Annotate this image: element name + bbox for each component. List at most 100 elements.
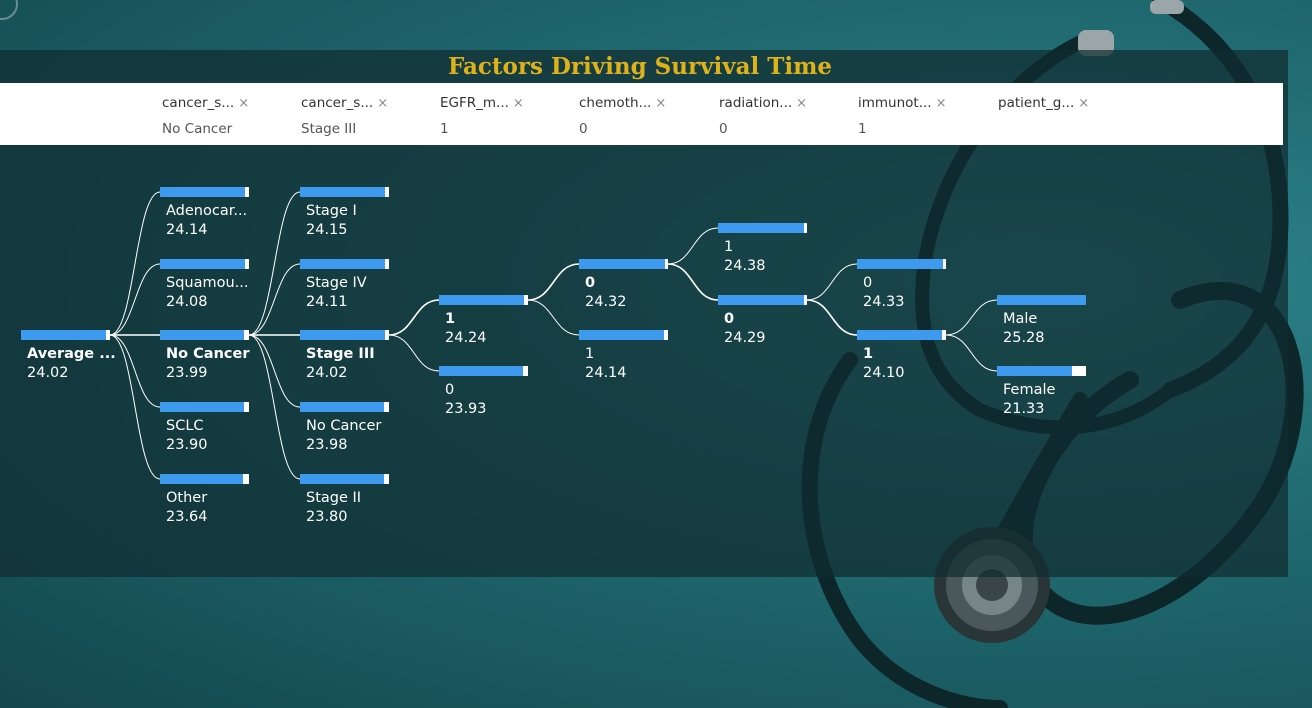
node-value: 24.29 [724, 330, 766, 346]
filter-name: patient_g... [998, 95, 1075, 111]
node-bar-track [997, 295, 1086, 305]
remove-filter-icon[interactable]: × [935, 96, 947, 111]
node-label: Average ... [27, 346, 116, 362]
filter-name: cancer_s... [301, 95, 374, 111]
node-bar-track [718, 295, 807, 305]
filter-crumb: immunot... × 1 [858, 83, 988, 145]
remove-filter-icon[interactable]: × [377, 96, 389, 111]
node-bar-track [300, 187, 389, 197]
node-label: Adenocar... [166, 203, 248, 219]
node-value: 23.99 [166, 365, 208, 381]
node-label: Other [166, 490, 208, 506]
node-value: 24.15 [306, 222, 348, 238]
node-bar [160, 474, 244, 484]
node-bar [857, 259, 943, 269]
tree-node[interactable]: 1 24.24 [439, 295, 531, 346]
node-bar-track [160, 187, 249, 197]
node-bar-track [300, 259, 389, 269]
tree-node[interactable]: Other 23.64 [160, 474, 252, 525]
tree-link [248, 334, 301, 408]
remove-filter-icon[interactable]: × [655, 96, 667, 111]
decomposition-filter-bar: cancer_s... × No Cancer cancer_s... × Stag… [0, 83, 1283, 145]
node-bar [579, 330, 664, 340]
node-value: 24.14 [166, 222, 208, 238]
node-bar [579, 259, 665, 269]
node-label: 1 [445, 311, 456, 327]
node-label: 0 [585, 275, 596, 291]
tree-node[interactable]: Stage I 24.15 [300, 187, 392, 238]
node-bar-track [579, 259, 668, 269]
node-bar-track [300, 330, 389, 340]
filter-crumb: radiation... × 0 [719, 83, 849, 145]
node-bar [439, 366, 524, 376]
node-bar-track [439, 366, 528, 376]
node-value: 24.38 [724, 258, 766, 274]
node-value: 24.24 [445, 330, 487, 346]
node-label: Stage II [306, 490, 362, 506]
node-bar-track [160, 259, 249, 269]
node-bar [300, 330, 385, 340]
node-value: 23.80 [306, 509, 348, 525]
tree-node[interactable]: No Cancer 23.98 [300, 402, 392, 453]
filter-crumb: EGFR_m... × 1 [440, 83, 570, 145]
tree-node[interactable]: 1 24.10 [857, 330, 949, 381]
node-label: Stage I [306, 203, 357, 219]
tree-node[interactable]: SCLC 23.90 [160, 402, 252, 453]
node-label: SCLC [166, 418, 204, 434]
tree-link [667, 263, 719, 301]
node-label: 1 [585, 346, 595, 362]
node-bar [21, 330, 106, 340]
remove-filter-icon[interactable]: × [1078, 96, 1090, 111]
filter-value: 0 [719, 121, 728, 137]
filter-value: 0 [579, 121, 588, 137]
filter-value: 1 [858, 121, 867, 137]
node-value: 24.02 [27, 365, 69, 381]
node-label: Stage III [306, 346, 375, 362]
tree-node[interactable]: Stage III 24.02 [300, 330, 392, 381]
tree-node[interactable]: 0 24.32 [579, 259, 671, 310]
tree-node[interactable]: Male 25.28 [997, 295, 1089, 346]
node-bar [300, 187, 386, 197]
node-bar [718, 295, 804, 305]
filter-name: immunot... [858, 95, 932, 111]
node-value: 24.11 [306, 294, 348, 310]
tree-node[interactable]: Stage II 23.80 [300, 474, 392, 525]
filter-crumb: cancer_s... × No Cancer [162, 83, 292, 145]
node-value: 24.33 [863, 294, 905, 310]
node-label: Squamou... [166, 275, 249, 291]
tree-node[interactable]: 0 24.29 [718, 295, 810, 346]
node-bar [300, 259, 385, 269]
tree-link [527, 299, 580, 336]
node-value: 24.08 [166, 294, 208, 310]
tree-link [945, 334, 998, 372]
tree-link [806, 263, 858, 301]
node-bar-track [160, 474, 249, 484]
node-bar [160, 187, 245, 197]
node-bar-track [21, 330, 110, 340]
tree-link [388, 299, 440, 336]
tree-node[interactable]: 1 24.14 [579, 330, 671, 381]
remove-filter-icon[interactable]: × [796, 96, 808, 111]
tree-node[interactable]: Average ... 24.02 [21, 330, 116, 381]
node-label: Male [1003, 311, 1038, 327]
node-label: Female [1003, 382, 1056, 398]
tree-node[interactable]: Stage IV 24.11 [300, 259, 392, 310]
tree-node[interactable]: Female 21.33 [997, 366, 1089, 417]
tree-node[interactable]: 1 24.38 [718, 223, 810, 274]
node-bar [997, 295, 1086, 305]
node-label: No Cancer [166, 346, 250, 362]
filter-value: No Cancer [162, 121, 233, 137]
remove-filter-icon[interactable]: × [512, 96, 524, 111]
tree-node[interactable]: Adenocar... 24.14 [160, 187, 252, 238]
tree-node[interactable]: 0 24.33 [857, 259, 949, 310]
tree-node[interactable]: 0 23.93 [439, 366, 531, 417]
tree-node[interactable]: Squamou... 24.08 [160, 259, 252, 310]
tree-node[interactable]: No Cancer 23.99 [160, 330, 252, 381]
tree-link [109, 334, 161, 408]
node-value: 21.33 [1003, 401, 1045, 417]
node-bar-track [439, 295, 528, 305]
remove-filter-icon[interactable]: × [238, 96, 250, 111]
tree-link [248, 334, 301, 480]
node-label: 0 [724, 311, 735, 327]
